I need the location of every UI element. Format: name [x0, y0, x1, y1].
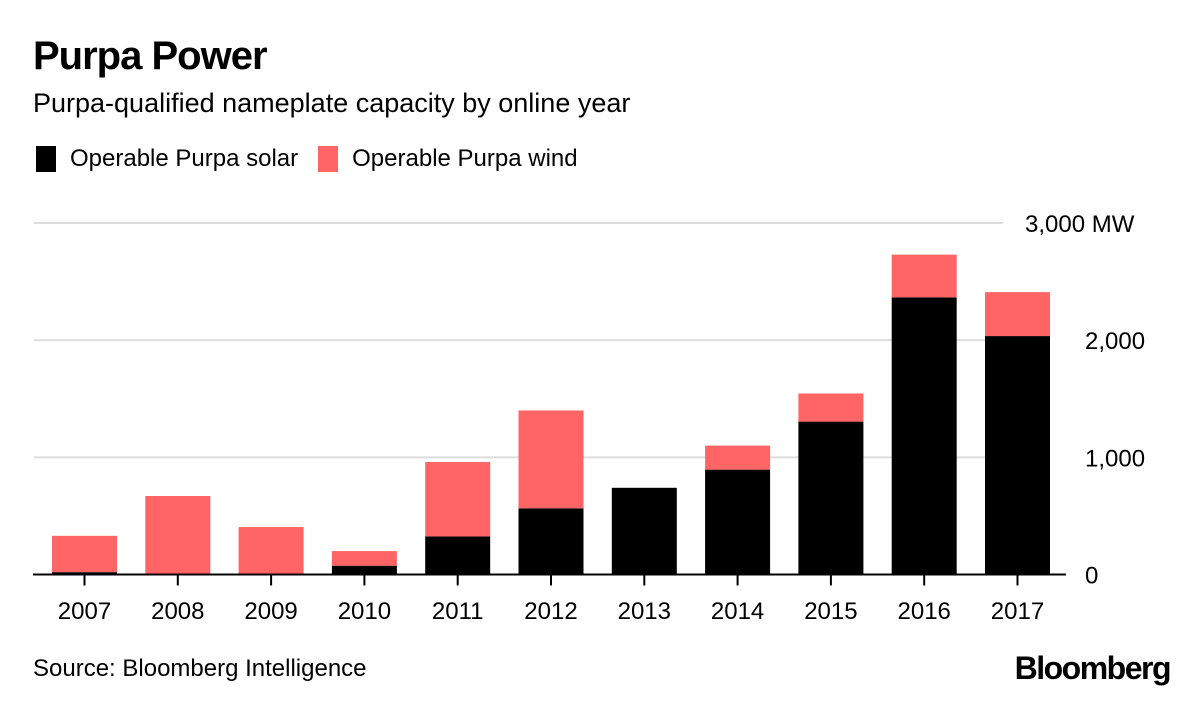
bar-wind-2014	[705, 445, 771, 470]
x-axis	[33, 573, 1066, 586]
source-note: Source: Bloomberg Intelligence	[33, 655, 367, 682]
bar-wind-2010	[331, 551, 397, 566]
bar-wind-2009	[238, 527, 304, 575]
bar-wind-2016	[891, 254, 957, 298]
legend-label-solar: Operable Purpa solar	[70, 145, 299, 172]
x-tick-label: 2011	[432, 598, 484, 625]
chart-subtitle: Purpa-qualified nameplate capacity by on…	[33, 88, 631, 118]
y-tick-label: 3,000 MW	[1025, 211, 1135, 238]
legend-label-wind: Operable Purpa wind	[352, 145, 578, 172]
y-tick-label: 1,000	[1085, 445, 1145, 472]
x-tick-label: 2014	[711, 598, 764, 625]
x-tick-label: 2008	[151, 598, 204, 625]
legend-item-wind: Operable Purpa wind	[318, 145, 578, 173]
bar-solar-2010	[331, 565, 397, 575]
x-axis-labels: 2007 2008 2009 2010 2011 2012 2013 2014 2015 2016…	[58, 598, 1044, 625]
bar-wind-2007	[52, 535, 117, 573]
bar-wind-2012	[518, 410, 584, 509]
x-tick-label: 2017	[991, 598, 1044, 625]
bar-solar-2017	[985, 336, 1050, 575]
legend-swatch-solar	[36, 146, 56, 172]
legend-swatch-wind	[318, 146, 339, 172]
x-tick-label: 2016	[898, 598, 951, 625]
bar-solar-2016	[891, 297, 957, 575]
x-tick-label: 2012	[524, 598, 577, 625]
x-tick-label: 2015	[804, 598, 857, 625]
legend-item-solar: Operable Purpa solar	[36, 145, 298, 173]
x-tick-label: 2013	[618, 598, 671, 625]
bars	[52, 254, 1050, 575]
bar-solar-2015	[798, 421, 864, 575]
bar-wind-2015	[798, 393, 864, 422]
bar-solar-2014	[705, 469, 771, 575]
legend: Operable Purpa solar Operable Purpa wind	[36, 145, 598, 173]
bar-wind-2011	[425, 462, 491, 537]
bloomberg-logo: Bloomberg	[1014, 650, 1172, 686]
bar-solar-2011	[425, 536, 491, 575]
y-tick-label: 2,000	[1085, 328, 1145, 355]
x-tick-label: 2009	[244, 598, 297, 625]
bar-solar-2013	[611, 487, 677, 575]
bar-solar-2007	[52, 572, 117, 575]
x-tick-label: 2007	[58, 598, 111, 625]
y-axis-labels: 0 1,000 2,000 3,000 MW	[1025, 211, 1145, 590]
y-tick-label: 0	[1085, 563, 1098, 590]
x-tick-label: 2010	[338, 598, 391, 625]
bar-wind-2008	[145, 495, 211, 575]
bar-solar-2012	[518, 508, 584, 575]
bar-wind-2017	[985, 292, 1050, 337]
chart-title: Purpa Power	[33, 34, 268, 78]
